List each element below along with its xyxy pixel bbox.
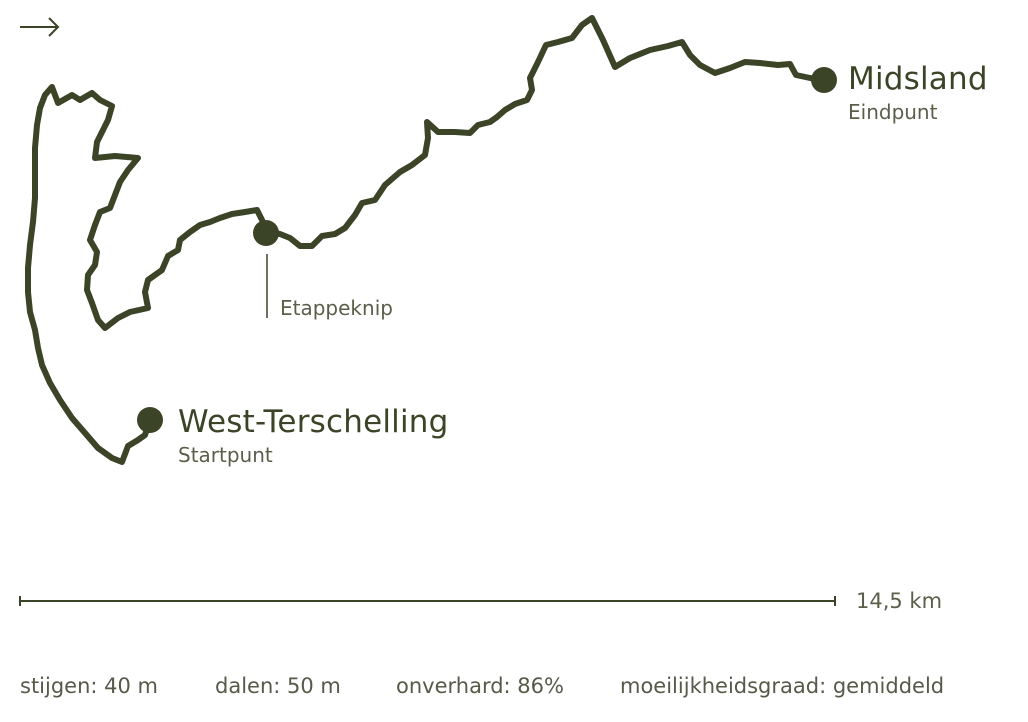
start-marker[interactable]: [137, 407, 163, 433]
waypoint-name: Etappeknip: [280, 296, 393, 320]
scale-label: 14,5 km: [856, 589, 943, 613]
route-line: [25, 15, 827, 465]
end-sub: Eindpunt: [848, 100, 938, 124]
waypoint-marker[interactable]: [253, 220, 279, 246]
arrow-right-icon[interactable]: [18, 14, 62, 40]
stat-descent: dalen: 50 m: [215, 674, 341, 698]
stat-unpaved: onverhard: 86%: [396, 674, 564, 698]
start-name: West-Terschelling: [178, 404, 449, 440]
end-name: Midsland: [848, 61, 988, 97]
stat-ascent: stijgen: 40 m: [20, 674, 159, 698]
stat-difficulty: moeilijkheidsgraad: gemiddeld: [620, 674, 945, 698]
start-sub: Startpunt: [178, 443, 273, 467]
end-marker[interactable]: [811, 67, 837, 93]
